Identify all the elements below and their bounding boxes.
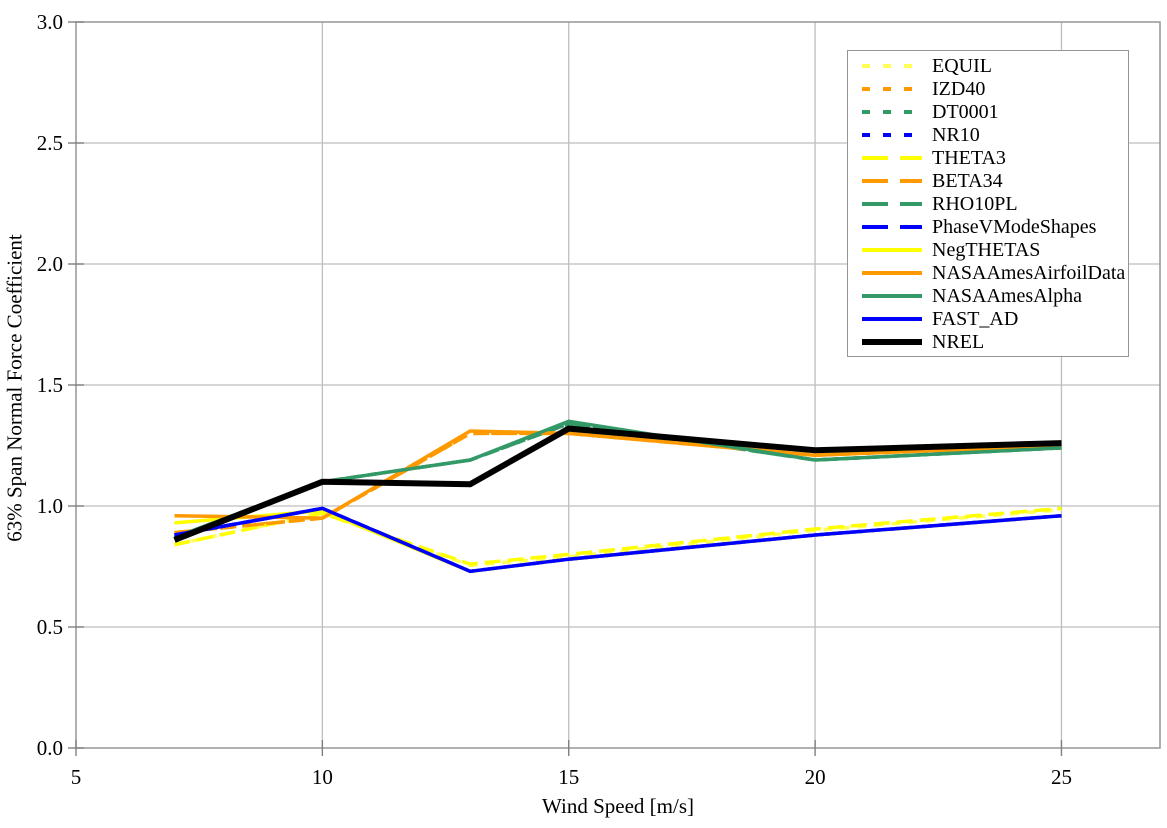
legend-swatch-icon [862,178,922,183]
legend-swatch-icon [862,247,922,252]
legend-item-BETA34: BETA34 [861,170,1124,192]
y-tick-label: 1.5 [36,373,63,397]
legend-label: EQUIL [932,54,992,77]
y-tick-label: 0.5 [36,615,63,639]
y-tick-label: 2.5 [36,131,63,155]
legend-label: NR10 [932,123,980,146]
legend-label: DT0001 [932,100,999,123]
legend-swatch-icon [862,109,922,114]
legend-item-PhaseVModeShapes: PhaseVModeShapes [861,216,1124,238]
legend-label: NASAAmesAirfoilData [932,261,1126,284]
legend-label: NREL [932,330,985,353]
legend-item-FAST_AD: FAST_AD [861,308,1124,330]
x-tick-label: 20 [804,765,826,789]
legend-swatch-icon [862,201,922,206]
legend-label: NASAAmesAlpha [932,284,1082,307]
legend-item-NR10: NR10 [861,124,1124,146]
legend-box: EQUIL IZD40 DT0001 NR10 THETA3 BETA34 RHO10PL P… [847,50,1129,357]
legend-label: PhaseVModeShapes [932,215,1097,238]
legend-item-DT0001: DT0001 [861,101,1124,123]
legend-swatch-icon [862,270,922,275]
legend-swatch-icon [862,224,922,229]
legend-label: NegTHETAS [932,238,1041,261]
series-line-FAST_AD [174,506,1062,574]
legend-item-RHO10PL: RHO10PL [861,193,1124,215]
legend-label: THETA3 [932,146,1006,169]
x-tick-label: 10 [311,765,333,789]
legend-swatch-icon [862,63,922,68]
legend-item-NREL: NREL [861,331,1124,353]
x-tick-label: 15 [558,765,580,789]
legend-swatch-icon [862,338,922,345]
legend-item-NASAAmesAlpha: NASAAmesAlpha [861,285,1124,307]
legend-item-IZD40: IZD40 [861,78,1124,100]
legend-swatch-icon [862,155,922,160]
legend-item-NASAAmesAirfoilData: NASAAmesAirfoilData [861,261,1126,284]
legend-label: FAST_AD [932,307,1019,330]
legend-item-THETA3: THETA3 [861,147,1124,169]
y-tick-label: 1.0 [36,494,63,518]
y-axis-title: 63% Span Normal Force Coefficient [2,234,27,542]
legend-swatch-icon [862,316,922,321]
y-tick-label: 0.0 [36,736,63,760]
legend-swatch-icon [862,132,922,137]
series-line-NREL [173,425,1062,543]
legend-label: RHO10PL [932,192,1018,215]
x-tick-label: 5 [70,765,82,789]
legend-swatch-icon [862,293,922,298]
series-line-NASAAmesAirfoilData [174,429,1062,520]
legend-swatch-icon [862,86,922,91]
legend-item-NegTHETAS: NegTHETAS [861,239,1124,261]
legend-label: IZD40 [932,77,986,100]
legend-item-EQUIL: EQUIL [861,55,1124,77]
x-tick-label: 25 [1050,765,1072,789]
y-tick-label: 3.0 [36,10,63,34]
x-axis-title: Wind Speed [m/s] [542,794,694,818]
y-tick-label: 2.0 [36,252,63,276]
legend-label: BETA34 [932,169,1003,192]
